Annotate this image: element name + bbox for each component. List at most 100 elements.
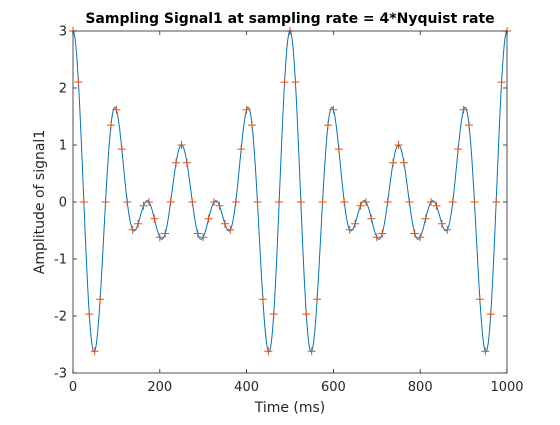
sample-point xyxy=(253,198,262,206)
sample-point xyxy=(150,214,159,223)
x-tick-label: 1000 xyxy=(490,380,523,395)
sample-point xyxy=(123,198,132,206)
sample-point xyxy=(329,105,338,114)
sample-point xyxy=(410,229,419,238)
sample-point xyxy=(475,295,484,304)
sample-point xyxy=(215,201,224,210)
sample-point xyxy=(416,233,425,242)
sample-point xyxy=(356,201,365,210)
x-tick-label: 400 xyxy=(234,380,259,395)
sample-point xyxy=(421,214,430,223)
sample-point xyxy=(166,198,175,206)
sample-point xyxy=(481,347,490,356)
sample-point xyxy=(313,295,322,304)
sample-point xyxy=(497,78,506,87)
sample-point xyxy=(492,198,501,206)
sample-point xyxy=(437,219,446,228)
sample-point xyxy=(258,295,267,304)
sample-point xyxy=(96,295,105,304)
sample-point xyxy=(248,121,257,130)
sample-point xyxy=(340,198,349,206)
sample-point xyxy=(101,198,110,206)
sample-point xyxy=(459,105,468,114)
sample-point xyxy=(280,78,289,87)
sample-point xyxy=(389,158,398,167)
sample-point xyxy=(79,198,88,206)
x-tick-label: 800 xyxy=(408,380,433,395)
x-tick-label: 0 xyxy=(69,380,77,395)
sample-point xyxy=(291,78,300,87)
sample-point xyxy=(307,347,316,356)
y-tick-label: -3 xyxy=(54,367,67,382)
sample-point xyxy=(112,105,121,114)
x-tick-label: 600 xyxy=(321,380,346,395)
sample-point xyxy=(361,198,370,206)
y-tick-label: -1 xyxy=(54,253,67,268)
sample-point xyxy=(264,347,273,356)
sample-point xyxy=(323,121,332,130)
sample-point xyxy=(74,78,83,87)
sample-point xyxy=(351,219,360,228)
sample-point xyxy=(443,225,452,234)
sample-point xyxy=(226,225,235,234)
sample-point xyxy=(144,198,153,206)
sample-point xyxy=(90,347,99,356)
sample-point xyxy=(318,198,327,206)
y-axis-label: Amplitude of signal1 xyxy=(32,130,48,274)
samples-group xyxy=(69,27,511,356)
sample-point xyxy=(399,158,408,167)
sample-point xyxy=(128,225,137,234)
x-axis-label: Time (ms) xyxy=(254,400,326,416)
y-tick-label: 1 xyxy=(59,139,67,154)
sample-point xyxy=(405,198,414,206)
sample-point xyxy=(427,198,436,206)
sample-point xyxy=(296,198,305,206)
y-tick-label: 0 xyxy=(59,196,67,211)
sample-point xyxy=(372,233,381,242)
sample-point xyxy=(470,198,479,206)
sample-point xyxy=(134,219,143,228)
sample-point xyxy=(210,198,219,206)
sample-point xyxy=(204,214,213,223)
sample-point xyxy=(394,141,403,149)
sample-point xyxy=(367,214,376,223)
sample-point xyxy=(242,105,251,114)
sample-point xyxy=(448,198,457,206)
y-tick-label: -2 xyxy=(54,310,67,325)
sample-point xyxy=(182,158,191,167)
sample-point xyxy=(177,141,186,149)
sample-point xyxy=(199,233,208,242)
sample-point xyxy=(172,158,181,167)
sample-point xyxy=(302,310,311,319)
sample-point xyxy=(220,219,229,228)
sample-point xyxy=(383,198,392,206)
sample-point xyxy=(454,145,463,154)
sample-point xyxy=(345,225,354,234)
sample-point xyxy=(275,198,284,206)
plot-area xyxy=(73,31,507,373)
sample-point xyxy=(465,121,474,130)
sample-point xyxy=(237,145,246,154)
sample-point xyxy=(486,310,495,319)
sample-point xyxy=(378,229,387,238)
sample-point xyxy=(432,201,441,210)
y-ticks: -3 -2 -1 0 1 2 3 xyxy=(54,25,507,382)
sample-point xyxy=(188,198,197,206)
y-tick-label: 3 xyxy=(59,25,67,40)
sample-point xyxy=(269,310,278,319)
sample-point xyxy=(161,229,170,238)
sample-point xyxy=(193,229,202,238)
x-ticks: 0 200 400 600 800 1000 xyxy=(69,31,524,395)
sample-point xyxy=(117,145,126,154)
y-tick-label: 2 xyxy=(59,82,67,97)
x-tick-label: 200 xyxy=(147,380,172,395)
sample-point xyxy=(139,201,148,210)
sample-point xyxy=(155,233,164,242)
sample-point xyxy=(334,145,343,154)
sample-point xyxy=(106,121,115,130)
chart-title: Sampling Signal1 at sampling rate = 4*Ny… xyxy=(85,11,494,27)
sample-point xyxy=(231,198,240,206)
sample-point xyxy=(85,310,94,319)
